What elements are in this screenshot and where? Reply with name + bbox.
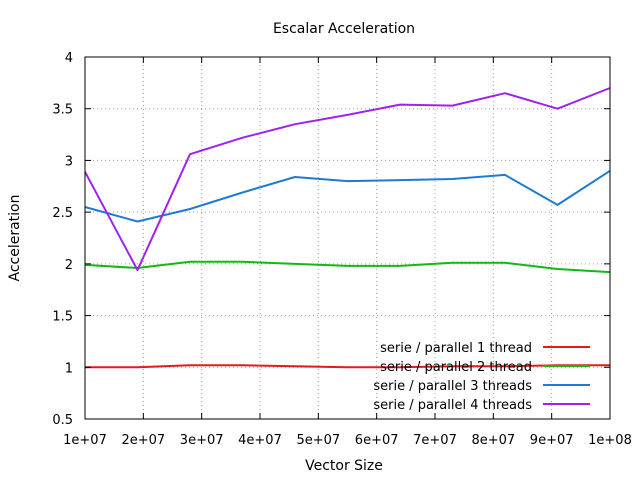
- y-tick-label: 3.5: [52, 103, 73, 118]
- y-tick-label: 3: [65, 154, 73, 169]
- x-axis-label: Vector Size: [305, 458, 383, 474]
- x-tick-label: 3e+07: [180, 433, 224, 448]
- y-tick-label: 4: [65, 51, 73, 66]
- tick-marks: [84, 56, 611, 420]
- series-line-3: [84, 169, 611, 223]
- x-tick-label: 9e+07: [530, 433, 574, 448]
- y-axis-label: Acceleration: [7, 195, 23, 282]
- y-tick-label: 2.5: [52, 206, 73, 221]
- x-tick-label: 7e+07: [413, 433, 457, 448]
- legend-label: serie / parallel 4 threads: [373, 398, 532, 413]
- series-line-1: [85, 364, 610, 369]
- y-tick-label: 0.5: [52, 413, 73, 428]
- series-lines: [84, 87, 611, 369]
- tick-labels: 0.5 1 1.5 2 2.5 3 3.5 4 1e+07 2e+07 3e+07 4e+07 5e+0…: [52, 51, 632, 448]
- y-tick-label: 1.5: [52, 310, 73, 325]
- x-tick-label: 5e+07: [296, 433, 340, 448]
- legend: serie / parallel 1 thread serie / paralle…: [373, 341, 590, 413]
- x-tick-label: 8e+07: [471, 433, 515, 448]
- plot-frame: [84, 56, 611, 420]
- y-tick-label: 2: [65, 258, 73, 273]
- series-line-2: [84, 260, 611, 274]
- grid: [85, 57, 610, 419]
- series-line-4: [84, 87, 611, 272]
- x-tick-label: 6e+07: [355, 433, 399, 448]
- x-tick-label: 2e+07: [121, 433, 165, 448]
- x-tick-label: 1e+07: [63, 433, 107, 448]
- x-tick-label: 1e+08: [588, 433, 632, 448]
- x-tick-label: 4e+07: [238, 433, 282, 448]
- legend-label: serie / parallel 3 threads: [373, 379, 532, 394]
- legend-label: serie / parallel 2 thread: [380, 360, 532, 375]
- legend-label: serie / parallel 1 thread: [380, 341, 532, 356]
- y-tick-label: 1: [65, 361, 73, 376]
- chart-title: Escalar Acceleration: [273, 21, 415, 37]
